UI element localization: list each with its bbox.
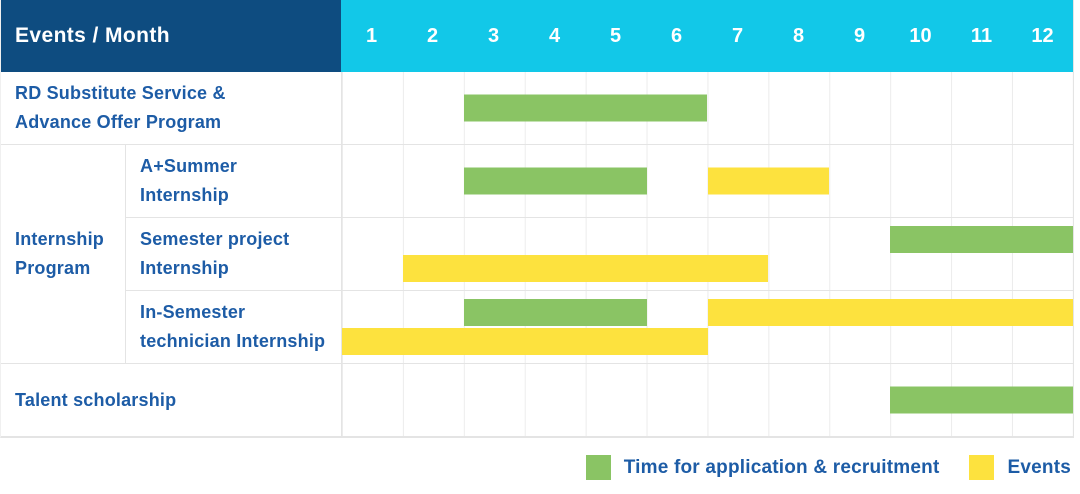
label-line: Internship	[140, 185, 230, 205]
month-header-9: 9	[829, 0, 890, 72]
label-line: A+Summer	[140, 156, 238, 176]
month-header-6: 6	[646, 0, 707, 72]
row-label: Talent scholarship	[1, 364, 341, 437]
label-line: Semester project	[140, 229, 290, 249]
label-line: Advance Offer Program	[15, 112, 222, 132]
row-timeline	[341, 364, 1073, 437]
green-swatch-icon	[585, 455, 611, 480]
label-line: Internship	[15, 229, 105, 249]
events-month-table: Events / Month 1 2 3 4 5 6 7 8 9 10 11 12 RD Substit…	[0, 0, 1074, 438]
legend-item-application-recruitment: Time for application & recruitment	[585, 455, 940, 480]
label-line: RD Substitute Service &	[15, 83, 226, 103]
gantt-bar-yellow	[402, 255, 769, 282]
month-header-1: 1	[341, 0, 402, 72]
subrow-label: Semester project Internship	[125, 218, 341, 291]
subrow-label: In-Semester technician Internship	[125, 291, 341, 364]
month-header-2: 2	[402, 0, 463, 72]
yellow-swatch-icon	[969, 455, 995, 480]
month-header-10: 10	[890, 0, 951, 72]
gantt-bar-green	[463, 94, 708, 122]
month-header-5: 5	[585, 0, 646, 72]
gantt-bar-yellow	[707, 299, 1073, 326]
subrow-timeline	[341, 218, 1073, 291]
gantt-bar-yellow	[707, 167, 830, 195]
row-timeline	[341, 72, 1073, 145]
month-header-8: 8	[768, 0, 829, 72]
month-header-4: 4	[524, 0, 585, 72]
subrow-label: A+Summer Internship	[125, 145, 341, 218]
subrow-timeline	[341, 291, 1073, 364]
label-line: Program	[15, 258, 91, 278]
gantt-bar-green	[890, 226, 1073, 253]
legend-label: Time for application & recruitment	[623, 456, 940, 478]
month-header-12: 12	[1012, 0, 1073, 72]
label-line: Internship	[140, 258, 230, 278]
label-line: In-Semester	[140, 302, 246, 322]
label-line: technician Internship	[140, 331, 326, 351]
legend: Time for application & recruitment Event…	[585, 455, 1071, 480]
group-label: Internship Program	[1, 145, 125, 364]
gantt-bar-yellow	[342, 328, 708, 355]
legend-item-events: Events	[969, 455, 1071, 480]
month-header-7: 7	[707, 0, 768, 72]
month-header-11: 11	[951, 0, 1012, 72]
label-line: Talent scholarship	[15, 389, 177, 410]
gantt-bar-green	[463, 167, 647, 195]
row-label: RD Substitute Service & Advance Offer Pro…	[1, 72, 341, 145]
subrow-timeline	[341, 145, 1073, 218]
gantt-bar-green	[890, 386, 1073, 414]
month-header-3: 3	[463, 0, 524, 72]
legend-label: Events	[1007, 456, 1071, 478]
table-header-title: Events / Month	[1, 0, 341, 72]
gantt-bar-green	[463, 299, 647, 326]
